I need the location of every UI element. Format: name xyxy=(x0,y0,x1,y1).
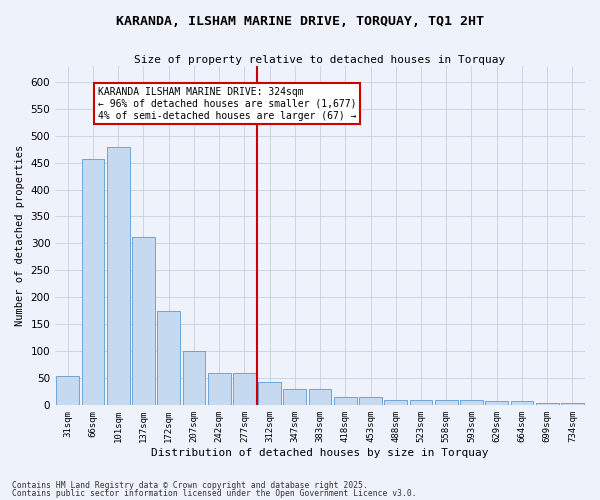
Title: Size of property relative to detached houses in Torquay: Size of property relative to detached ho… xyxy=(134,55,506,65)
Text: KARANDA, ILSHAM MARINE DRIVE, TORQUAY, TQ1 2HT: KARANDA, ILSHAM MARINE DRIVE, TORQUAY, T… xyxy=(116,15,484,28)
Bar xyxy=(435,400,458,405)
Text: KARANDA ILSHAM MARINE DRIVE: 324sqm
← 96% of detached houses are smaller (1,677): KARANDA ILSHAM MARINE DRIVE: 324sqm ← 96… xyxy=(98,88,356,120)
Bar xyxy=(385,400,407,405)
Bar xyxy=(561,403,584,405)
Bar xyxy=(511,400,533,405)
Bar xyxy=(82,160,104,405)
Bar xyxy=(410,400,433,405)
Text: Contains HM Land Registry data © Crown copyright and database right 2025.: Contains HM Land Registry data © Crown c… xyxy=(12,480,368,490)
Bar xyxy=(536,403,559,405)
Bar xyxy=(334,397,356,405)
Bar xyxy=(233,373,256,405)
Text: Contains public sector information licensed under the Open Government Licence v3: Contains public sector information licen… xyxy=(12,489,416,498)
Bar xyxy=(182,351,205,405)
Bar xyxy=(157,310,180,405)
Bar xyxy=(460,400,483,405)
Bar xyxy=(258,382,281,405)
Bar xyxy=(56,376,79,405)
Bar xyxy=(283,388,306,405)
Bar xyxy=(485,400,508,405)
Bar xyxy=(208,373,230,405)
Y-axis label: Number of detached properties: Number of detached properties xyxy=(15,144,25,326)
Bar xyxy=(132,237,155,405)
X-axis label: Distribution of detached houses by size in Torquay: Distribution of detached houses by size … xyxy=(151,448,489,458)
Bar xyxy=(107,147,130,405)
Bar xyxy=(309,388,331,405)
Bar xyxy=(359,397,382,405)
